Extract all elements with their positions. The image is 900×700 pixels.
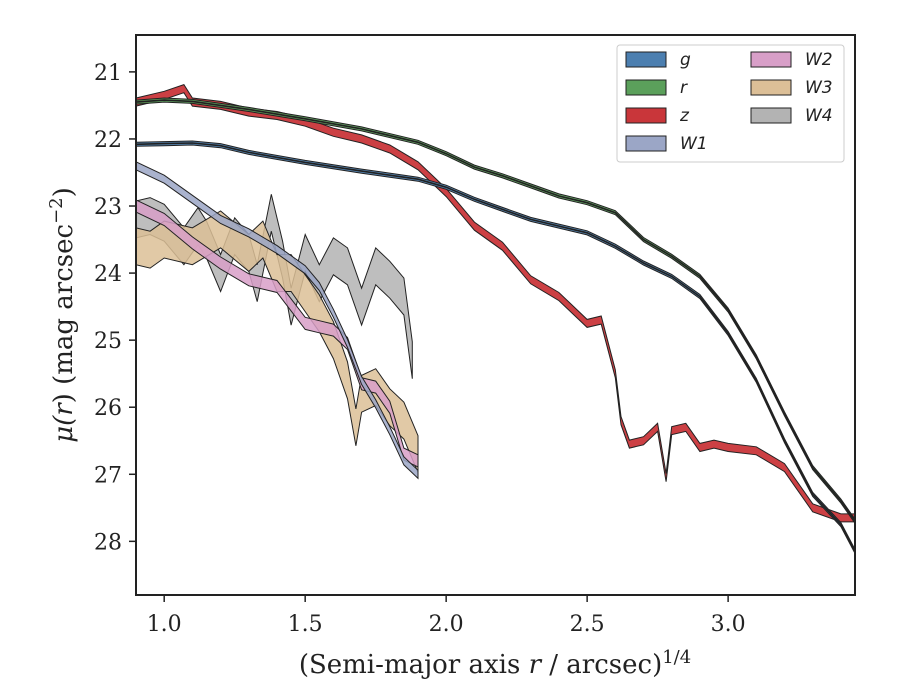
series-band-r: [136, 97, 855, 525]
legend-swatch-w2: [750, 51, 792, 68]
x-tick-label: 3.0: [711, 612, 746, 637]
series-line-r: [136, 99, 855, 522]
series-band-w2: [136, 199, 419, 468]
x-axis: 1.0 1.5 2.0 2.5 3.0: [147, 595, 746, 637]
series-band-w1: [136, 161, 419, 480]
y-axis: 21 22 23 24 25 26 27 28: [94, 61, 136, 555]
legend-label-g: g: [680, 50, 691, 70]
y-tick-label: 26: [94, 396, 122, 421]
x-tick-label: 2.0: [429, 612, 464, 637]
y-tick-label: 21: [94, 61, 122, 86]
legend-swatch-w3: [750, 79, 792, 96]
legend-label-z: z: [679, 106, 690, 126]
x-tick-label: 1.0: [147, 612, 182, 637]
legend-box: [616, 44, 845, 163]
y-tick-label: 25: [94, 329, 122, 354]
series-layer: [136, 83, 855, 554]
legend-swatch-g: [625, 51, 667, 68]
legend-label-r: r: [680, 78, 688, 98]
legend-swatch-r: [625, 79, 667, 96]
y-axis-label: μ(r) (mag arcsec−2): [46, 187, 79, 443]
legend: grz W1 W2 W3 W4: [616, 44, 845, 163]
legend-label-w1: W1: [680, 134, 708, 154]
y-tick-label: 24: [94, 262, 122, 287]
legend-swatch-z: [625, 107, 667, 124]
y-tick-label: 28: [94, 530, 122, 555]
legend-swatch-w1: [625, 135, 667, 152]
legend-swatch-w4: [750, 107, 792, 124]
x-tick-label: 1.5: [288, 612, 323, 637]
series-band-g: [136, 140, 855, 554]
x-tick-label: 2.5: [570, 612, 605, 637]
legend-label-w2: W2: [805, 50, 833, 70]
y-tick-label: 27: [94, 463, 122, 488]
y-tick-label: 22: [94, 128, 122, 153]
legend-label-w3: W3: [805, 78, 833, 98]
legend-label-w4: W4: [805, 106, 833, 126]
x-axis-label: (Semi-major axis r / arcsec)1/4: [299, 647, 691, 680]
series-line-g: [136, 142, 855, 552]
y-tick-label: 23: [94, 195, 122, 220]
plot-frame: [135, 34, 856, 596]
